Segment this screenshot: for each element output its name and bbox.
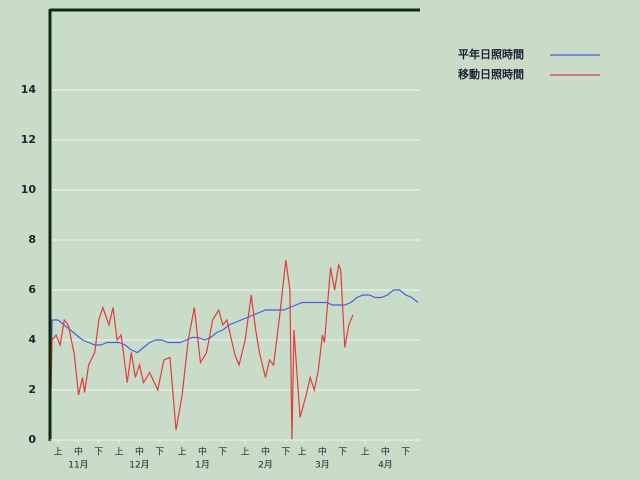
x-tick-label: 下 (281, 448, 290, 458)
y-tick-label: 4 (28, 333, 36, 346)
y-tick-label: 2 (28, 383, 36, 396)
y-tick-label: 14 (21, 83, 37, 96)
x-tick-label: 下 (155, 448, 164, 458)
x-tick-label: 上 (241, 447, 250, 458)
plot (49, 259, 419, 441)
x-tick-label: 上 (115, 447, 124, 458)
x-tick-label: 中 (381, 446, 390, 458)
legend-label: 平年日照時間 (458, 47, 524, 61)
x-tick-label: 上 (54, 447, 63, 458)
x-tick-label: 中 (135, 446, 144, 458)
x-tick-label: 下 (218, 448, 227, 458)
series-line (49, 259, 354, 441)
x-tick-label: 中 (198, 446, 207, 458)
x-tick-label: 中 (74, 446, 83, 458)
x-tick-label: 上 (298, 447, 307, 458)
x-tick-label: 下 (401, 448, 410, 458)
x-tick-label: 下 (94, 448, 103, 458)
month-label: 4月 (378, 460, 393, 471)
month-label: 3月 (315, 460, 330, 471)
y-tick-label: 0 (28, 433, 36, 446)
month-label: 12月 (129, 460, 149, 471)
x-tick-label: 上 (361, 447, 370, 458)
month-label: 1月 (195, 460, 210, 471)
series-line (49, 289, 419, 441)
month-label: 11月 (68, 460, 88, 471)
y-tick-label: 8 (28, 233, 36, 246)
y-tick-label: 10 (21, 183, 37, 196)
y-tick-label: 12 (21, 133, 36, 146)
x-tick-label: 中 (318, 446, 327, 458)
x-tick-label: 中 (261, 446, 270, 458)
y-tick-label: 6 (28, 283, 36, 296)
x-tick-label: 下 (338, 448, 347, 458)
month-label: 2月 (258, 460, 273, 471)
legend-label: 移動日照時間 (458, 67, 524, 81)
x-tick-label: 上 (178, 447, 187, 458)
